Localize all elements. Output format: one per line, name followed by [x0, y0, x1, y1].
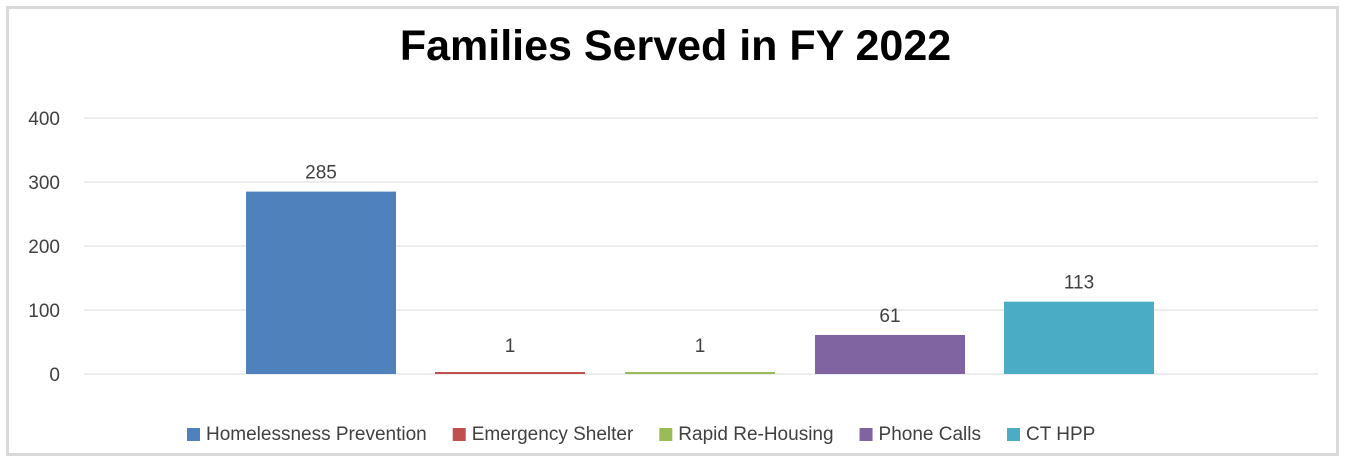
legend-swatch: [452, 428, 466, 441]
data-label: 1: [505, 336, 516, 357]
y-tick-label: 0: [49, 365, 60, 386]
legend: Homelessness Prevention Emergency Shelter…: [187, 424, 1095, 445]
legend-swatch: [859, 428, 873, 441]
legend-label: Homelessness Prevention: [206, 424, 427, 445]
legend-swatch: [187, 428, 200, 441]
bars: [246, 191, 1154, 374]
legend-item: Phone Calls: [859, 424, 981, 445]
data-label: 285: [305, 163, 337, 184]
data-label: 61: [879, 306, 900, 327]
bar: [246, 191, 396, 374]
legend-swatch: [1007, 428, 1020, 441]
legend-swatch: [659, 428, 673, 441]
data-labels: 285 1 1 61 113: [305, 163, 1094, 357]
legend-item: Emergency Shelter: [452, 424, 634, 445]
y-tick-label: 300: [28, 173, 60, 194]
data-label: 113: [1064, 273, 1094, 294]
legend-item: CT HPP: [1007, 424, 1095, 445]
legend-item: Rapid Re-Housing: [659, 424, 834, 445]
legend-label: Rapid Re-Housing: [678, 424, 833, 445]
legend-item: Homelessness Prevention: [187, 424, 427, 445]
bar: [815, 334, 965, 374]
legend-label: Emergency Shelter: [472, 424, 634, 445]
bar: [625, 372, 775, 374]
y-tick-label: 100: [28, 301, 60, 322]
chart-frame: [6, 6, 1339, 456]
legend-label: CT HPP: [1026, 424, 1095, 445]
legend-label: Phone Calls: [879, 424, 981, 445]
y-axis-ticks: 0 100 200 300 400: [28, 109, 60, 386]
chart-title: Families Served in FY 2022: [399, 22, 952, 70]
bar: [435, 372, 585, 374]
data-label: 1: [695, 336, 706, 357]
y-tick-label: 400: [28, 109, 60, 130]
y-tick-label: 200: [28, 237, 60, 258]
bar: [1004, 301, 1154, 374]
